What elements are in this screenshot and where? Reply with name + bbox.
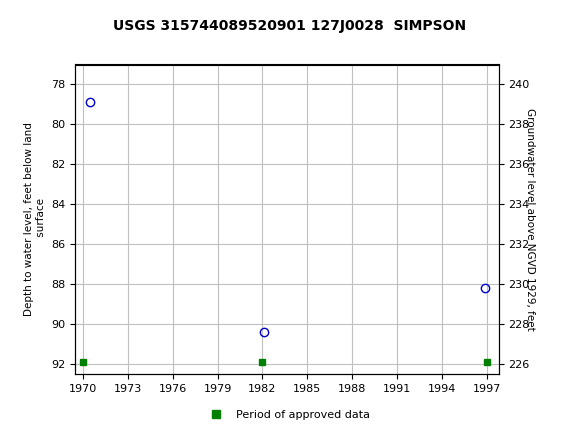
Legend: Period of approved data: Period of approved data	[200, 405, 374, 424]
Text: ≡USGS: ≡USGS	[17, 10, 72, 28]
Y-axis label: Groundwater level above NGVD 1929, feet: Groundwater level above NGVD 1929, feet	[525, 108, 535, 331]
Text: USGS 315744089520901 127J0028  SIMPSON: USGS 315744089520901 127J0028 SIMPSON	[114, 19, 466, 33]
Y-axis label: Depth to water level, feet below land
 surface: Depth to water level, feet below land su…	[24, 123, 46, 316]
